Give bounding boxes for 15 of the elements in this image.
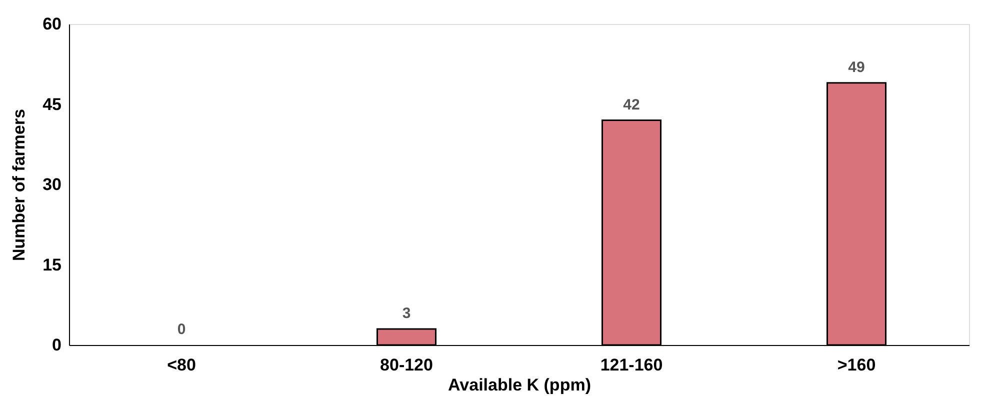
y-tick-label: 60: [42, 14, 62, 34]
y-tick-label: 45: [42, 94, 62, 114]
data-label: 0: [177, 321, 186, 338]
x-tick-label: <80: [167, 356, 196, 374]
data-label: 42: [623, 96, 640, 114]
data-label: 3: [402, 304, 411, 322]
y-tick-label: 0: [52, 336, 62, 354]
x-tick-label: 80-120: [380, 356, 433, 374]
y-axis-title: Number of farmers: [10, 108, 29, 262]
x-axis-title: Available K (ppm): [448, 376, 591, 394]
data-label: 49: [848, 58, 865, 76]
y-tick-label: 30: [42, 175, 62, 194]
x-tick-label: >160: [837, 356, 876, 374]
y-tick-label: 15: [42, 255, 62, 274]
x-tick-label: 121-160: [600, 356, 663, 374]
